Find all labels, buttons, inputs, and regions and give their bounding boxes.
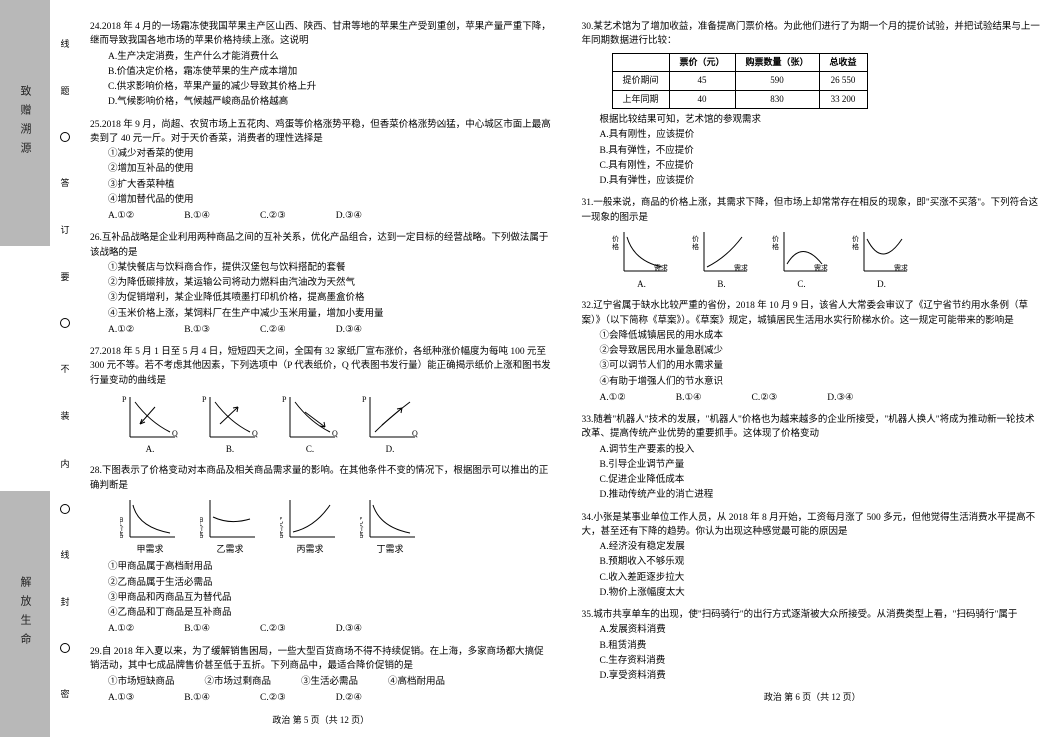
- q24: 24.2018 年 4 月的一场霜冻使我国苹果主产区山西、陕西、甘肃等地的苹果生…: [90, 20, 552, 110]
- footer-6: 政治 第 6 页（共 12 页）: [582, 691, 1044, 705]
- svg-text:需求: 需求: [734, 263, 748, 272]
- svg-text:P: P: [122, 395, 127, 404]
- svg-text:价: 价: [692, 235, 699, 243]
- svg-text:格: 格: [612, 242, 619, 251]
- q31: 31.一般来说，商品的价格上涨，其需求下降，但市场上却常常存在相反的现象，即"买…: [582, 196, 1044, 291]
- svg-text:乙价格: 乙价格: [280, 517, 284, 539]
- chart-31a: 价格需求: [612, 229, 672, 277]
- svg-text:P: P: [362, 395, 367, 404]
- svg-text:价: 价: [772, 235, 779, 243]
- chart-27a: PQ: [120, 392, 180, 442]
- binding-circle: [60, 132, 70, 142]
- footer-5: 政治 第 5 页（共 12 页）: [90, 714, 552, 728]
- chart-27d: PQ: [360, 392, 420, 442]
- q33: 33.随着"机器人"技术的发展，"机器人"价格也为越来越多的企业所接受，"机器人…: [582, 413, 1044, 503]
- binding-circle: [60, 318, 70, 328]
- q29: 29.自 2018 年入夏以来，为了缓解销售困局，一些大型百货商场不得不持续促销…: [90, 645, 552, 706]
- svg-text:价: 价: [852, 235, 859, 243]
- content: 24.2018 年 4 月的一场霜冻使我国苹果主产区山西、陕西、甘肃等地的苹果生…: [80, 0, 1063, 737]
- svg-text:格: 格: [852, 242, 859, 251]
- q32: 32.辽宁省属于缺水比较严重的省份，2018 年 10 月 9 日，该省人大常委…: [582, 299, 1044, 405]
- binding-circle: [60, 504, 70, 514]
- sidebar: 致赠溯源 解放生命: [0, 0, 50, 737]
- svg-text:需求: 需求: [654, 263, 668, 272]
- svg-text:格: 格: [772, 242, 779, 251]
- svg-text:P: P: [282, 395, 287, 404]
- svg-text:格: 格: [692, 242, 699, 251]
- svg-text:甲价格: 甲价格: [200, 517, 204, 539]
- chart-31c: 价格需求: [772, 229, 832, 277]
- chart-27b: PQ: [200, 392, 260, 442]
- q26: 26.互补品战略是企业利用两种商品之间的互补关系，优化产品组合，达到一定目标的经…: [90, 231, 552, 337]
- sidebar-mid: [0, 246, 50, 492]
- q31-charts: 价格需求A. 价格需求B. 价格需求C. 价格需求D.: [582, 229, 1044, 292]
- q30-table: 票价（元）购票数量（张）总收益 提价期间4559026 550 上年同期4083…: [612, 53, 868, 110]
- chart-31b: 价格需求: [692, 229, 752, 277]
- svg-text:Q: Q: [252, 429, 258, 438]
- chart-28a: 甲价格: [120, 497, 180, 542]
- page-5: 24.2018 年 4 月的一场霜冻使我国苹果主产区山西、陕西、甘肃等地的苹果生…: [80, 10, 572, 727]
- sidebar-bot: 解放生命: [0, 491, 50, 737]
- page-6: 30.某艺术馆为了增加收益，准备提高门票价格。为此他们进行了为期一个月的提价试验…: [572, 10, 1063, 727]
- binding-circle: [60, 643, 70, 653]
- svg-text:需求: 需求: [814, 263, 828, 272]
- sidebar-top: 致赠溯源: [0, 0, 50, 246]
- q27: 27.2018 年 5 月 1 日至 5 月 4 日，短短四天之间，全国有 32…: [90, 345, 552, 456]
- svg-text:Q: Q: [172, 429, 178, 438]
- chart-28b: 甲价格: [200, 497, 260, 542]
- q28: 28.下图表示了价格变动对本商品及相关商品需求量的影响。在其他条件不变的情况下，…: [90, 464, 552, 636]
- q34: 34.小张是某事业单位工作人员，从 2018 年 8 月开始，工资每月涨了 50…: [582, 511, 1044, 601]
- svg-text:乙价格: 乙价格: [360, 517, 364, 539]
- svg-text:需求: 需求: [894, 263, 908, 272]
- svg-text:甲价格: 甲价格: [120, 517, 124, 539]
- svg-text:P: P: [202, 395, 207, 404]
- binding-col: 线 题 答 订 要 不 装 内 线 封 密: [50, 0, 80, 737]
- svg-text:Q: Q: [412, 429, 418, 438]
- chart-28d: 乙价格: [360, 497, 420, 542]
- q28-charts: 甲价格甲需求 甲价格乙需求 乙价格丙需求 乙价格丁需求: [90, 497, 552, 557]
- svg-text:Q: Q: [332, 429, 338, 438]
- svg-text:价: 价: [612, 235, 619, 243]
- chart-31d: 价格需求: [852, 229, 912, 277]
- chart-28c: 乙价格: [280, 497, 340, 542]
- chart-27c: PQ: [280, 392, 340, 442]
- q35: 35.城市共享单车的出现，使"扫码骑行"的出行方式逐渐被大众所接受。从消费类型上…: [582, 608, 1044, 683]
- q25: 25.2018 年 9 月，尚超、农贸市场上五花肉、鸡蛋等价格涨势平稳，但香菜价…: [90, 118, 552, 224]
- q30: 30.某艺术馆为了增加收益，准备提高门票价格。为此他们进行了为期一个月的提价试验…: [582, 20, 1044, 188]
- q27-charts: PQA. PQB. PQC. PQD.: [90, 392, 552, 457]
